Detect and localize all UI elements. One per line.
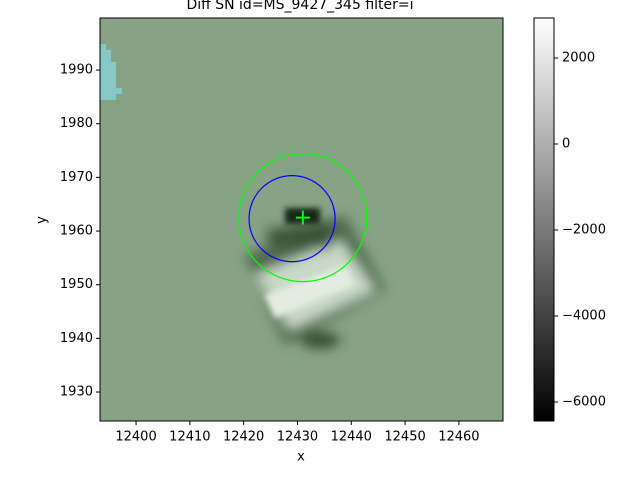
y-tick-label: 1970 — [60, 170, 93, 185]
colorbar-tick-label: −4000 — [562, 308, 606, 323]
colorbar — [533, 17, 555, 422]
x-tick-label: 12450 — [384, 430, 425, 445]
aperture-circle — [248, 175, 336, 263]
colorbar-tick-label: 0 — [562, 136, 570, 151]
x-tick-label: 12430 — [277, 430, 318, 445]
image — [100, 18, 503, 421]
colorbar-tick-label: 2000 — [562, 50, 595, 65]
position-marker — [295, 210, 310, 225]
y-tick-label: 1940 — [60, 331, 93, 346]
x-tick-label: 12410 — [169, 430, 210, 445]
x-tick-label: 12460 — [438, 430, 479, 445]
x-tick-label: 12420 — [223, 430, 264, 445]
y-axis-label: y — [35, 216, 50, 224]
y-tick-label: 1980 — [60, 116, 93, 131]
y-tick-label: 1950 — [60, 277, 93, 292]
colorbar-tick-label: −6000 — [562, 394, 606, 409]
y-tick-label: 1930 — [60, 385, 93, 400]
plot-frame — [99, 17, 504, 422]
y-tick-label: 1960 — [60, 224, 93, 239]
x-tick-label: 12440 — [331, 430, 372, 445]
x-axis-label: x — [297, 450, 305, 465]
aperture-circle — [238, 152, 368, 283]
colorbar-tick-label: −2000 — [562, 222, 606, 237]
y-tick-label: 1990 — [60, 63, 93, 78]
x-tick-label: 12400 — [115, 430, 156, 445]
chart-title: Diff SN id=MS_9427_345 filter=i — [186, 0, 413, 13]
